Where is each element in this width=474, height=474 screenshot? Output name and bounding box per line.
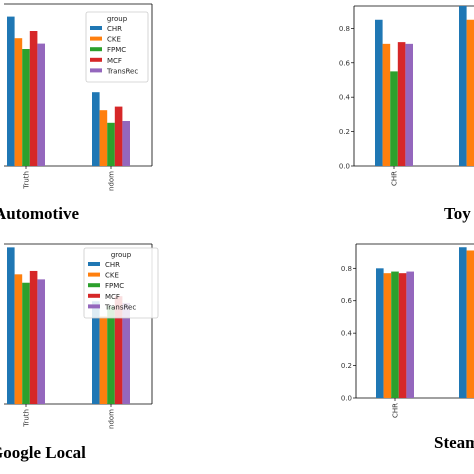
x-tick-label: ndom [108,409,116,429]
legend-label-mcf: MCF [107,57,122,65]
bar-chr-random [92,92,100,166]
bar-cke-truth [14,38,23,167]
y-tick-label: 0.6 [341,297,353,305]
legend-label-mcf: MCF [105,293,120,301]
legend-swatch-cke [90,36,102,41]
legend-swatch-fpmc [90,47,102,52]
legend: group CHR CKE FPMC MCF TransRec [85,11,149,83]
bar-transrec-chr [405,43,413,166]
bar-chr-truth [459,6,467,166]
y-tick-label: 0.2 [339,128,350,136]
bar-chr-random [92,301,100,404]
y-tick-label: 0.4 [339,94,351,102]
legend-label-transrec: TransRec [104,303,136,311]
chart-panel-3: Truth ndom group CHR CKE FPMC MCF TransRec [4,243,159,429]
bar-fpmc-chr [390,71,398,166]
bar-chr-truth [7,16,15,166]
legend-swatch-transrec [90,68,102,73]
legend-swatch-fpmc [88,283,100,288]
bar-mcf-random [114,296,123,404]
x-tick-label: ndom [108,171,116,191]
bar-fpmc-truth [22,282,30,404]
bar-mcf-truth [29,270,38,404]
bar-transrec-truth [37,43,45,166]
legend: group CHR CKE FPMC MCF TransRec [83,247,159,319]
x-tick-label: Truth [23,409,31,428]
y-tick-label: 0.0 [341,395,352,403]
bar-chr-truth [7,247,15,404]
bar-mcf-chr [397,42,406,166]
legend-swatch-cke [88,272,100,277]
bar-mcf-random [114,106,123,166]
legend-label-transrec: TransRec [106,67,138,75]
y-tick-label: 0.8 [341,265,352,273]
y-tick-label: 0.0 [339,163,350,171]
bar-cke-chr [383,273,392,398]
y-tick-label: 0.2 [341,362,352,370]
bar-fpmc-truth [22,49,30,166]
bar-cke-truth [466,19,474,167]
legend-swatch-chr [90,26,102,30]
bar-chr-chr [376,268,384,398]
legend-swatch-mcf [88,293,100,298]
legend-title: group [111,251,132,259]
x-tick-label: Truth [23,171,31,190]
legend-label-cke: CKE [107,36,121,44]
x-tick-label: CHR [392,403,400,418]
caption-toys: Toy [444,204,471,223]
bar-cke-chr [382,43,391,166]
caption-automotive: Automotive [0,204,79,223]
bar-cke-random [99,316,108,404]
y-tick-label: 0.8 [339,25,350,33]
bar-fpmc-chr [391,271,399,398]
bar-transrec-random [122,302,130,404]
y-tick-label: 0.6 [339,59,351,67]
bar-mcf-chr [398,273,407,398]
legend-box [83,247,159,319]
bar-fpmc-random [107,122,115,166]
legend-label-fpmc: FPMC [105,282,124,290]
legend-swatch-mcf [90,57,102,62]
bar-mcf-truth [29,31,38,166]
bar-chr-chr [375,19,383,167]
y-tick-label: 0.4 [341,330,353,338]
legend-swatch-chr [88,262,100,266]
bar-cke-random [99,110,108,166]
legend-label-chr: CHR [107,25,122,33]
bar-cke-truth [14,274,23,404]
chart-panel-1: Truth ndom group CHR CKE FPMC MCF TransRec [4,3,153,191]
bar-transrec-random [122,121,130,166]
legend-label-chr: CHR [105,261,120,269]
legend-label-cke: CKE [105,272,119,280]
legend-swatch-transrec [88,304,100,309]
caption-steam: Steam [434,433,474,452]
bar-transrec-chr [406,271,414,398]
legend-label-fpmc: FPMC [107,46,126,54]
bar-transrec-truth [37,279,45,404]
bar-chr-truth [459,247,467,398]
bar-fpmc-random [107,306,115,404]
caption-google-local: Google Local [0,443,86,462]
bar-cke-truth [466,250,474,398]
x-tick-label: CHR [391,171,399,186]
legend-title: group [107,15,128,23]
